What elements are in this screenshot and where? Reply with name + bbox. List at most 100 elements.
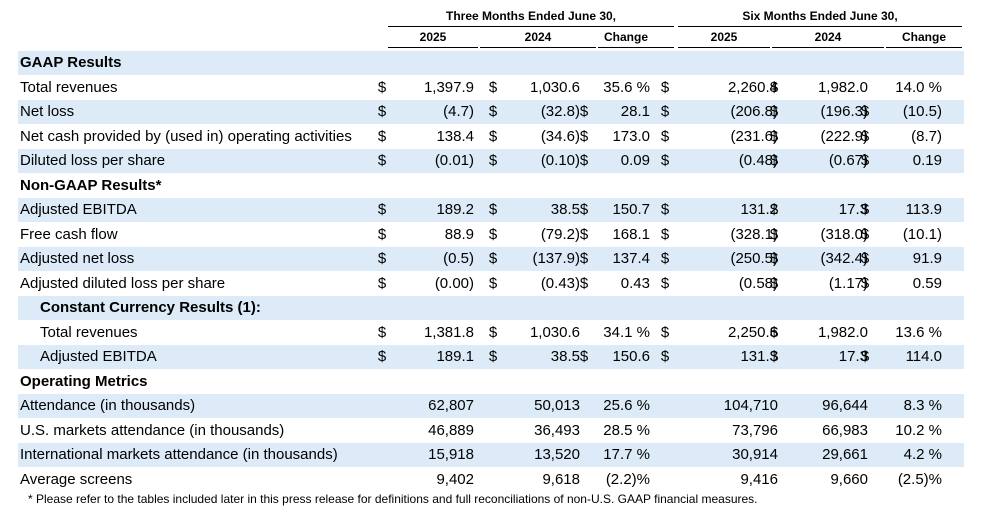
table-row: Adjusted EBITDA $189.1 $38.5 $150.6 $131.3 $1…	[18, 345, 964, 369]
value-2025-h: 131.2	[740, 201, 778, 218]
dollar-sign: $	[660, 225, 670, 243]
change-h: 0.19	[912, 152, 942, 169]
value-2025-q: 88.9	[444, 225, 474, 243]
value-2025-q: 46,889	[428, 421, 474, 439]
dollar-sign: $	[860, 274, 870, 292]
value-2024-q: 13,520	[534, 446, 580, 463]
value-2024-h: 9,660	[830, 470, 868, 488]
value-2025-q: 1,381.8	[423, 323, 474, 341]
dollar-sign: $	[488, 103, 498, 120]
value-2025-q: 15,918	[428, 446, 474, 463]
dollar-sign: $	[377, 201, 387, 218]
value-2025-q: 189.1	[436, 348, 474, 365]
dollar-sign: $	[769, 201, 779, 218]
header-rule	[678, 26, 962, 27]
row-label: International markets attendance (in tho…	[20, 446, 338, 463]
value-2024-h: 29,661	[822, 446, 868, 463]
value-2025-h: 131.3	[740, 348, 778, 365]
dollar-sign: $	[579, 274, 589, 292]
change-h: 4.2 %	[903, 446, 942, 463]
row-label: GAAP Results	[20, 54, 122, 71]
dollar-sign: $	[769, 250, 779, 267]
dollar-sign: $	[377, 152, 387, 169]
dollar-sign: $	[660, 323, 670, 341]
value-2024-h: (1.17)	[828, 274, 868, 292]
dollar-sign: $	[579, 127, 589, 145]
table-row: Average screens 9,402 9,618 (2.2)% 9,416 9,66…	[18, 468, 964, 492]
dollar-sign: $	[769, 323, 779, 341]
dollar-sign: $	[769, 127, 779, 145]
change-h: (10.5)	[902, 103, 942, 120]
value-2024-q: (79.2)	[540, 225, 580, 243]
row-label: Constant Currency Results (1):	[40, 299, 261, 316]
value-2025-q: 189.2	[436, 201, 474, 218]
table-row: Total revenues $1,397.9 $1,030.6 35.6 % $2,2…	[18, 76, 964, 100]
dollar-sign: $	[377, 78, 387, 96]
row-label: Net loss	[20, 103, 75, 120]
dollar-sign: $	[860, 348, 870, 365]
change-h: 91.9	[912, 250, 942, 267]
value-2025-h: (231.6)	[730, 127, 778, 145]
change-q: 25.6 %	[603, 397, 650, 414]
dollar-sign: $	[860, 127, 870, 145]
value-2024-q: 38.5	[550, 201, 580, 218]
dollar-sign: $	[579, 103, 589, 120]
row-label: Net cash provided by (used in) operating…	[20, 127, 352, 145]
dollar-sign: $	[860, 103, 870, 120]
table-row: Net loss $ (4.7) $ (32.8) $28.1 $ (206.8) $ (196.…	[18, 100, 964, 124]
header-rule	[388, 26, 674, 27]
header-col-change-six: Change	[901, 30, 946, 44]
dollar-sign: $	[579, 152, 589, 169]
value-2024-q: (0.10)	[540, 152, 580, 169]
dollar-sign: $	[377, 323, 387, 341]
value-2025-q: 1,397.9	[423, 78, 474, 96]
value-2025-q: 9,402	[436, 470, 474, 488]
header-col-2024-six: 2024	[814, 30, 842, 44]
value-2025-q: (4.7)	[443, 103, 474, 120]
value-2024-h: 1,982.0	[817, 323, 868, 341]
row-label: Total revenues	[40, 323, 138, 341]
value-2025-h: (206.8)	[730, 103, 778, 120]
value-2024-q: (32.8)	[540, 103, 580, 120]
value-2025-h: (250.5)	[730, 250, 778, 267]
value-2025-q: 62,807	[428, 397, 474, 414]
change-q: 17.7 %	[603, 446, 650, 463]
header-rule	[598, 47, 674, 48]
row-label: Non-GAAP Results*	[20, 176, 162, 194]
value-2024-q: 36,493	[534, 421, 580, 439]
dollar-sign: $	[769, 348, 779, 365]
header-six-months: Six Months Ended June 30,	[742, 9, 898, 23]
dollar-sign: $	[377, 348, 387, 365]
change-q: 150.6	[612, 348, 650, 365]
dollar-sign: $	[660, 250, 670, 267]
dollar-sign: $	[660, 78, 670, 96]
change-h: 10.2 %	[895, 421, 942, 439]
change-q: (2.2)%	[605, 470, 650, 488]
change-q: 34.1 %	[603, 323, 650, 341]
table-row: Diluted loss per share $ (0.01) $ (0.10) $0.0…	[18, 149, 964, 173]
change-h: (8.7)	[911, 127, 942, 145]
value-2024-q: (34.6)	[540, 127, 580, 145]
section-header: GAAP Results	[18, 51, 964, 75]
value-2024-q: 9,618	[542, 470, 580, 488]
value-2024-q: 50,013	[534, 397, 580, 414]
row-label: Adjusted EBITDA	[20, 201, 137, 218]
section-header: Operating Metrics	[18, 370, 964, 394]
value-2025-h: (0.58)	[738, 274, 778, 292]
value-2024-q: (0.43)	[540, 274, 580, 292]
section-header: Non-GAAP Results*	[18, 174, 964, 198]
row-label: Attendance (in thousands)	[20, 397, 196, 414]
header-col-2025: 2025	[419, 30, 447, 44]
value-2025-h: 104,710	[723, 397, 778, 414]
value-2024-q: 1,030.6	[529, 78, 580, 96]
dollar-sign: $	[377, 103, 387, 120]
header-col-change: Change	[603, 30, 648, 44]
dollar-sign: $	[860, 225, 870, 243]
change-q: 28.5 %	[603, 421, 650, 439]
change-q: 137.4	[612, 250, 650, 267]
row-label: Diluted loss per share	[20, 152, 166, 169]
dollar-sign: $	[488, 201, 498, 218]
dollar-sign: $	[579, 348, 589, 365]
dollar-sign: $	[860, 201, 870, 218]
dollar-sign: $	[488, 323, 498, 341]
